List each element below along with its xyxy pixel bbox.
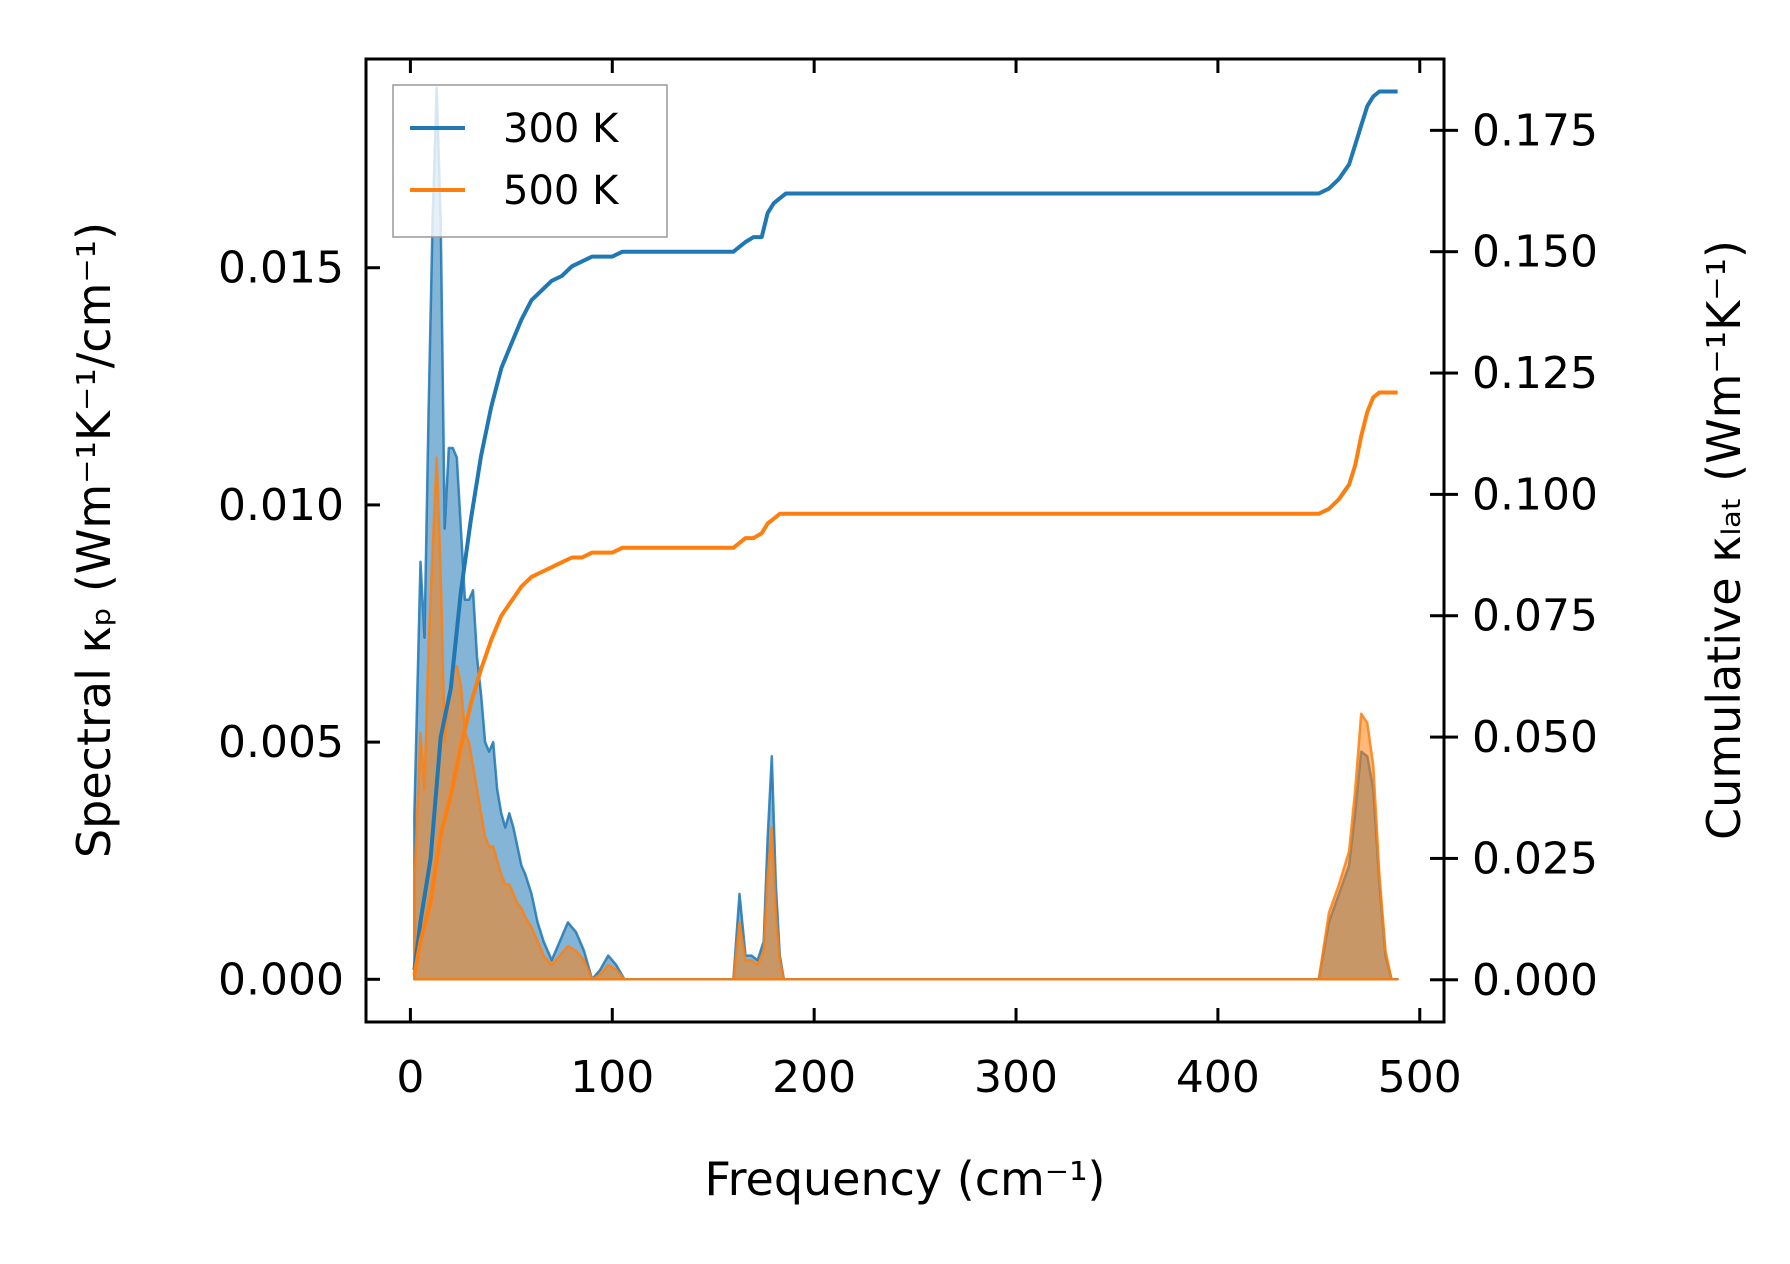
y-left-tick-label: 0.000: [218, 954, 344, 1005]
legend: 300 K 500 K: [392, 84, 668, 238]
cumulative-line-300k: [412, 89, 1398, 971]
y-axis-right: 0.000 0.025 0.050 0.075 0.100 0.125 0.150 0.175: [1430, 105, 1598, 1006]
y-left-tick-label: 0.015: [218, 243, 344, 294]
y-right-tick-label: 0.125: [1472, 348, 1598, 399]
y-right-tick-label: 0.100: [1472, 469, 1598, 520]
y-left-tick-label: 0.010: [218, 480, 344, 531]
x-tick-label: 300: [974, 1052, 1058, 1103]
spectral-areas: [413, 86, 1399, 981]
y-left-tick-label: 0.005: [218, 717, 344, 768]
x-tick-label: 0: [396, 1052, 424, 1103]
cumulative-lines: [412, 89, 1398, 976]
y-right-tick-label: 0.075: [1472, 591, 1598, 642]
x-tick-label: 200: [772, 1052, 856, 1103]
y-axis-left: 0.000 0.005 0.010 0.015: [218, 243, 380, 1005]
x-tick-label: 500: [1378, 1052, 1462, 1103]
x-tick-label: 400: [1176, 1052, 1260, 1103]
spectral-area-500k: [413, 456, 1399, 981]
cumulative-line-500k: [412, 390, 1398, 976]
plot-frame: [364, 57, 1446, 1024]
y-axis-left-label: Spectral κₚ (Wm⁻¹K⁻¹/cm⁻¹): [67, 222, 121, 858]
y-right-tick-label: 0.150: [1472, 227, 1598, 278]
legend-label: 300 K: [503, 106, 620, 152]
x-tick-label: 100: [570, 1052, 654, 1103]
legend-frame: [392, 84, 668, 238]
x-axis: 0 100 200 300 400 500: [396, 59, 1462, 1103]
y-right-tick-label: 0.000: [1472, 955, 1598, 1006]
y-right-tick-label: 0.050: [1472, 712, 1598, 763]
x-axis-label: Frequency (cm⁻¹): [705, 1152, 1106, 1206]
legend-label: 500 K: [503, 168, 620, 214]
y-axis-right-label: Cumulative κₗₐₜ (Wm⁻¹K⁻¹): [1697, 240, 1751, 840]
y-right-tick-label: 0.025: [1472, 833, 1598, 884]
y-right-tick-label: 0.175: [1472, 105, 1598, 156]
